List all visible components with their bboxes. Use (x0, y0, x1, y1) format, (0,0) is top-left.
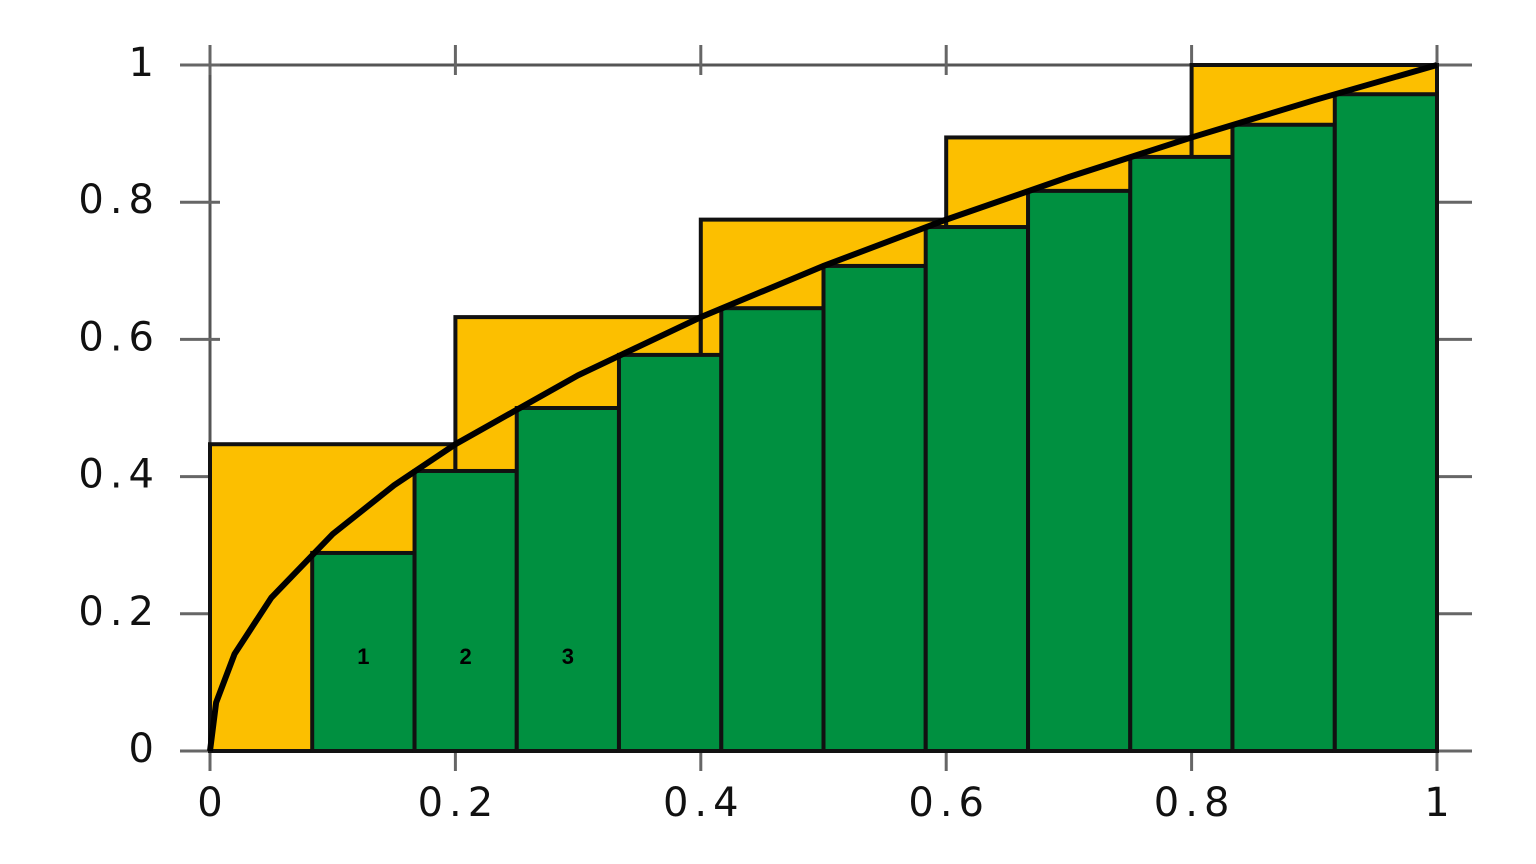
curve (207, 62, 1438, 752)
bar (412, 468, 519, 753)
x-tick-label: 0.2 (418, 780, 500, 826)
bar (1026, 188, 1133, 754)
x-tick-label: 0.8 (1154, 780, 1236, 826)
y-tick-label: 1 (129, 40, 160, 86)
bar (719, 306, 826, 753)
x-tick-label: 0 (197, 780, 228, 826)
annotation: 3 (562, 644, 574, 669)
bar (821, 263, 928, 753)
annotation: 1 (357, 644, 369, 669)
x-tick-label: 1 (1424, 780, 1455, 826)
y-tick-label: 0.4 (78, 452, 160, 498)
x-tick-label: 0.4 (663, 780, 745, 826)
bar (923, 225, 1031, 753)
y-tick-label: 0 (129, 726, 160, 772)
y-tick-label: 0.2 (78, 589, 160, 635)
y-tick-label: 0.6 (78, 314, 160, 360)
bar (1332, 92, 1439, 754)
bar (1230, 122, 1337, 753)
y-tick-label: 0.8 (78, 177, 160, 223)
x-tick-label: 0.6 (908, 780, 990, 826)
annotation: 2 (460, 644, 472, 669)
bar (1128, 154, 1235, 753)
bar (514, 406, 621, 753)
bar (616, 352, 724, 753)
